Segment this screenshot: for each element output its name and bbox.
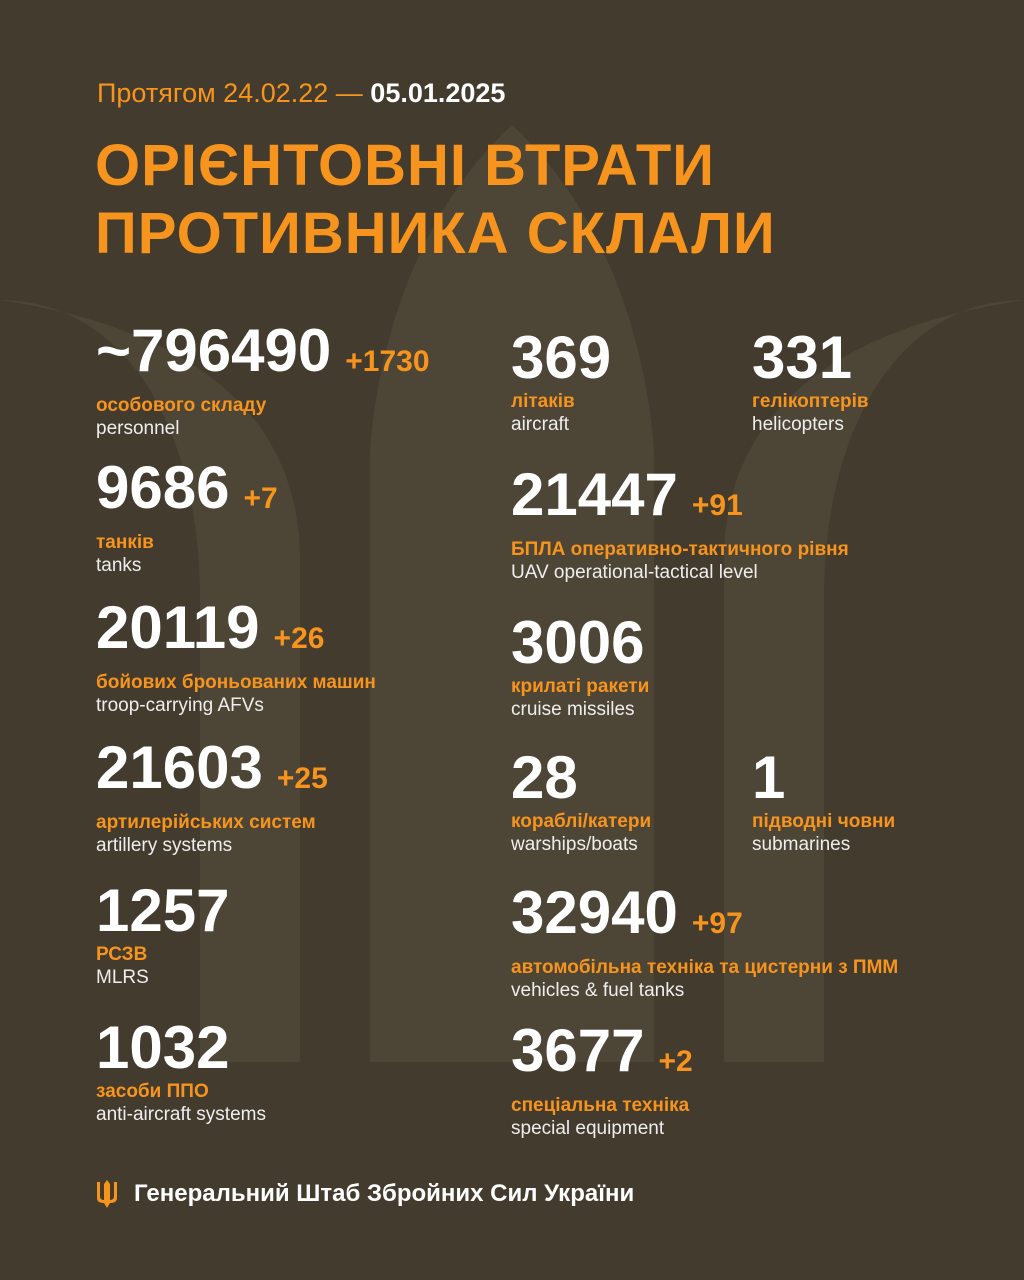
footer: Генеральний Штаб Збройних Сил України — [96, 1180, 634, 1208]
delta: +26 — [273, 622, 325, 655]
stat-artillery-systems: 21603 +25 артилерійських систем artillery s… — [96, 735, 328, 858]
label-ua: автомобільна техніка та цистерни з ПММ — [511, 957, 899, 978]
label-ua: РСЗВ — [96, 944, 148, 965]
label-ua: крилаті ракети — [511, 676, 650, 697]
value: ~796490 — [96, 317, 332, 384]
label-ua: підводні човни — [752, 811, 896, 832]
value: 21603 — [96, 734, 263, 801]
label-ua: бойових броньованих машин — [96, 672, 376, 693]
stat-value: 1257 — [96, 878, 229, 944]
period: Протягом 24.02.22 — 05.01.2025 — [97, 78, 505, 109]
value: 331 — [752, 324, 853, 391]
stat-aircraft: 369 літаків aircraft — [511, 325, 611, 437]
label-ua: літаків — [511, 391, 575, 412]
period-start: Протягом 24.02.22 — — [97, 78, 363, 108]
label-ua: артилерійських систем — [96, 812, 316, 833]
label-en: tanks — [96, 555, 142, 576]
stat-mlrs: 1257 РСЗВ MLRS — [96, 878, 229, 990]
stat-submarines: 1 підводні човни submarines — [752, 745, 895, 857]
label-en: troop-carrying AFVs — [96, 695, 264, 716]
stat-troop-carrying-afvs: 20119 +26 бойових броньованих машин troop-c… — [96, 595, 376, 718]
title-line-1: ОРІЄНТОВНІ ВТРАТИ — [95, 133, 715, 198]
stat-value: 1 — [752, 745, 895, 811]
label-en: cruise missiles — [511, 699, 635, 720]
label-ua: танків — [96, 532, 154, 553]
label-ua: БПЛА оперативно-тактичного рівня — [511, 539, 849, 560]
label-en: submarines — [752, 834, 851, 855]
value: 3677 — [511, 1017, 645, 1084]
stat-value: 331 — [752, 325, 869, 391]
label-en: MLRS — [96, 967, 149, 988]
stat-value: ~796490 +1730 — [96, 318, 430, 395]
stat-vehicles-fuel-tanks: 32940 +97 автомобільна техніка та цистерни… — [511, 880, 898, 1003]
stat-value: 21603 +25 — [96, 735, 328, 812]
value: 21447 — [511, 461, 678, 528]
page-title: ОРІЄНТОВНІ ВТРАТИ ПРОТИВНИКА СКЛАЛИ — [95, 132, 776, 268]
delta: +91 — [691, 489, 743, 522]
stat-personnel: ~796490 +1730 особового складу personnel — [96, 318, 430, 441]
period-end: 05.01.2025 — [370, 78, 506, 108]
value: 369 — [511, 324, 612, 391]
stat-uav-operational-tactical-level: 21447 +91 БПЛА оперативно-тактичного рівня… — [511, 462, 849, 585]
stat-special-equipment: 3677 +2 спеціальна техніка special equipmen… — [511, 1018, 693, 1141]
value: 9686 — [96, 454, 230, 521]
stat-value: 28 — [511, 745, 651, 811]
label-en: artillery systems — [96, 835, 233, 856]
value: 1032 — [96, 1014, 230, 1081]
value: 3006 — [511, 609, 645, 676]
trident-icon — [97, 1180, 117, 1208]
value: 28 — [511, 744, 578, 811]
stat-value: 20119 +26 — [96, 595, 376, 672]
label-ua: спеціальна техніка — [511, 1095, 690, 1116]
delta: +7 — [243, 482, 278, 515]
label-ua: особового складу — [96, 395, 267, 416]
footer-text: Генеральний Штаб Збройних Сил України — [134, 1180, 635, 1207]
stat-value: 3677 +2 — [511, 1018, 693, 1095]
label-en: vehicles & fuel tanks — [511, 980, 685, 1001]
value: 32940 — [511, 879, 678, 946]
label-en: anti-aircraft systems — [96, 1104, 266, 1125]
delta: +2 — [658, 1045, 693, 1078]
stat-value: 9686 +7 — [96, 455, 278, 532]
stat-helicopters: 331 гелікоптерів helicopters — [752, 325, 869, 437]
stat-value: 32940 +97 — [511, 880, 898, 957]
label-ua: засоби ППО — [96, 1081, 209, 1102]
label-en: personnel — [96, 418, 180, 439]
stat-tanks: 9686 +7 танків tanks — [96, 455, 278, 578]
stat-value: 1032 — [96, 1015, 266, 1081]
stat-value: 369 — [511, 325, 611, 391]
label-en: aircraft — [511, 414, 570, 435]
value: 1257 — [96, 877, 230, 944]
value: 20119 — [96, 594, 260, 661]
title-line-2: ПРОТИВНИКА СКЛАЛИ — [95, 201, 776, 266]
value: 1 — [752, 744, 786, 811]
stat-warships-boats: 28 кораблі/катери warships/boats — [511, 745, 651, 857]
delta: +25 — [276, 762, 328, 795]
stat-value: 3006 — [511, 610, 649, 676]
stat-anti-aircraft-systems: 1032 засоби ППО anti-aircraft systems — [96, 1015, 266, 1127]
label-ua: кораблі/катери — [511, 811, 652, 832]
label-en: helicopters — [752, 414, 844, 435]
delta: +1730 — [345, 345, 430, 378]
label-ua: гелікоптерів — [752, 391, 869, 412]
stat-cruise-missiles: 3006 крилаті ракети cruise missiles — [511, 610, 649, 722]
delta: +97 — [691, 907, 743, 940]
label-en: UAV operational-tactical level — [511, 562, 758, 583]
label-en: warships/boats — [511, 834, 638, 855]
label-en: special equipment — [511, 1118, 665, 1139]
stat-value: 21447 +91 — [511, 462, 849, 539]
